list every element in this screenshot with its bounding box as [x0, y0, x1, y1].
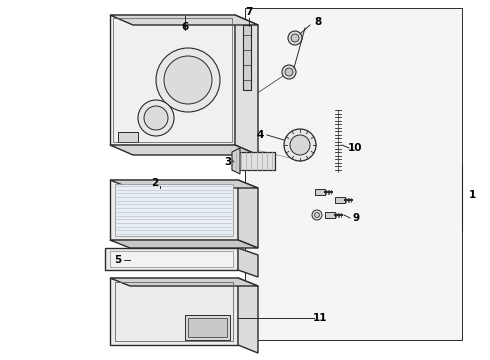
Polygon shape: [325, 212, 335, 218]
Polygon shape: [245, 8, 462, 340]
Text: 1: 1: [468, 190, 476, 200]
Text: 5: 5: [114, 255, 122, 265]
Circle shape: [290, 135, 310, 155]
Polygon shape: [232, 148, 240, 174]
Circle shape: [291, 34, 299, 42]
Polygon shape: [110, 278, 238, 345]
Polygon shape: [185, 315, 230, 340]
Circle shape: [144, 106, 168, 130]
Text: 3: 3: [224, 157, 232, 167]
Circle shape: [138, 100, 174, 136]
Circle shape: [285, 68, 293, 76]
Text: 7: 7: [245, 7, 253, 17]
Polygon shape: [188, 318, 227, 337]
Circle shape: [284, 129, 316, 161]
Polygon shape: [243, 25, 251, 90]
Circle shape: [282, 65, 296, 79]
Text: 8: 8: [315, 17, 321, 27]
Text: 2: 2: [151, 178, 159, 188]
Polygon shape: [110, 145, 258, 155]
Polygon shape: [105, 248, 238, 270]
Polygon shape: [238, 248, 258, 277]
Circle shape: [288, 31, 302, 45]
Polygon shape: [110, 278, 258, 286]
Circle shape: [315, 212, 319, 217]
Polygon shape: [315, 189, 325, 195]
Polygon shape: [235, 15, 258, 155]
Polygon shape: [238, 278, 258, 353]
Circle shape: [312, 210, 322, 220]
Polygon shape: [110, 180, 238, 240]
Circle shape: [164, 56, 212, 104]
Text: 11: 11: [313, 313, 327, 323]
Polygon shape: [118, 132, 138, 142]
Polygon shape: [110, 15, 258, 25]
Polygon shape: [232, 152, 275, 170]
Polygon shape: [238, 180, 258, 248]
Polygon shape: [110, 240, 258, 248]
Polygon shape: [110, 251, 233, 267]
Polygon shape: [110, 15, 235, 145]
Text: 10: 10: [348, 143, 362, 153]
Text: 9: 9: [352, 213, 360, 223]
Polygon shape: [335, 197, 345, 203]
Polygon shape: [110, 180, 258, 188]
Polygon shape: [115, 184, 233, 236]
Circle shape: [156, 48, 220, 112]
Text: 6: 6: [181, 22, 189, 32]
Text: 4: 4: [256, 130, 264, 140]
